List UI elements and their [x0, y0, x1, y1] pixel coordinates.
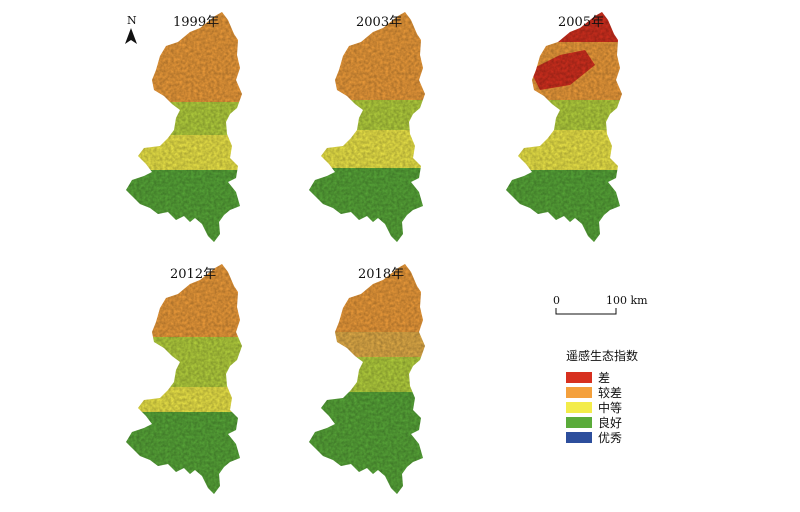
map-panel-2003: 2003年: [309, 12, 425, 242]
legend-swatch: [566, 372, 592, 383]
legend-swatch: [566, 387, 592, 398]
legend-swatch: [566, 402, 592, 413]
legend-swatch: [566, 432, 592, 443]
legend-label: 差: [598, 371, 610, 385]
legend-swatch: [566, 417, 592, 428]
legend-label: 较差: [598, 385, 622, 400]
scale-end-label: 100 km: [606, 294, 648, 307]
north-arrow-icon: N: [125, 14, 137, 44]
legend-label: 中等: [598, 400, 622, 415]
map-year-label: 1999年: [173, 15, 219, 30]
map-fill: [309, 12, 425, 242]
legend-label: 优秀: [598, 431, 622, 445]
scale-start-label: 0: [553, 294, 560, 307]
legend-label: 良好: [598, 415, 622, 430]
scale-bar: 0 100 km: [553, 294, 648, 315]
north-label: N: [127, 14, 137, 27]
map-fill: [309, 264, 425, 494]
map-year-label: 2012年: [170, 267, 216, 282]
map-fill: [126, 12, 242, 242]
map-year-label: 2018年: [358, 267, 404, 282]
map-fill: [506, 12, 622, 242]
map-panel-2005: 2005年: [506, 12, 622, 242]
map-year-label: 2005年: [558, 15, 604, 30]
map-fill: [126, 264, 242, 494]
map-panel-2018: 2018年: [309, 264, 425, 494]
map-year-label: 2003年: [356, 15, 402, 30]
map-panel-2012: 2012年: [126, 264, 242, 494]
map-panel-1999: 1999年: [126, 12, 242, 242]
legend-title: 遥感生态指数: [566, 348, 638, 363]
